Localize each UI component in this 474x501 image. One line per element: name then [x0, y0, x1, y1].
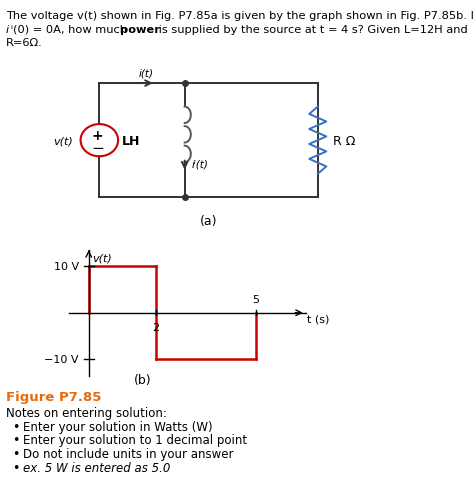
- Text: i(t): i(t): [138, 69, 154, 79]
- Text: (a): (a): [200, 214, 217, 227]
- Text: •: •: [12, 433, 19, 446]
- Text: Figure P7.85: Figure P7.85: [6, 390, 101, 403]
- Text: is supplied by the source at t = 4 s? Given L=12H and: is supplied by the source at t = 4 s? Gi…: [155, 25, 467, 35]
- Text: (b): (b): [133, 373, 151, 386]
- Text: Notes on entering solution:: Notes on entering solution:: [6, 406, 166, 419]
- Text: i: i: [6, 25, 9, 35]
- Text: −10 V: −10 V: [44, 355, 79, 365]
- Text: •: •: [12, 461, 19, 474]
- Text: ex. 5 W is entered as 5.0: ex. 5 W is entered as 5.0: [23, 461, 170, 474]
- Text: 2: 2: [152, 323, 159, 332]
- Text: 5: 5: [252, 295, 259, 305]
- Text: ⁱ(0) = 0A, how much: ⁱ(0) = 0A, how much: [11, 25, 131, 35]
- Text: LH: LH: [122, 134, 140, 147]
- Text: Enter your solution to 1 decimal point: Enter your solution to 1 decimal point: [23, 433, 247, 446]
- Text: Enter your solution in Watts (W): Enter your solution in Watts (W): [23, 420, 212, 433]
- Text: R=6Ω.: R=6Ω.: [6, 38, 43, 48]
- Text: v(t): v(t): [53, 136, 73, 146]
- Text: 10 V: 10 V: [54, 262, 79, 272]
- Text: Do not include units in your answer: Do not include units in your answer: [23, 447, 233, 460]
- Text: power: power: [120, 25, 160, 35]
- Text: t (s): t (s): [308, 314, 330, 324]
- Text: iⁱ(t): iⁱ(t): [191, 159, 209, 169]
- Text: −: −: [91, 141, 104, 156]
- Text: The voltage v(t) shown in Fig. P7.85a is given by the graph shown in Fig. P7.85b: The voltage v(t) shown in Fig. P7.85a is…: [6, 11, 474, 21]
- Text: v(t): v(t): [92, 253, 112, 263]
- Text: •: •: [12, 420, 19, 433]
- Text: •: •: [12, 447, 19, 460]
- Text: R Ω: R Ω: [333, 134, 356, 147]
- Text: +: +: [92, 129, 103, 143]
